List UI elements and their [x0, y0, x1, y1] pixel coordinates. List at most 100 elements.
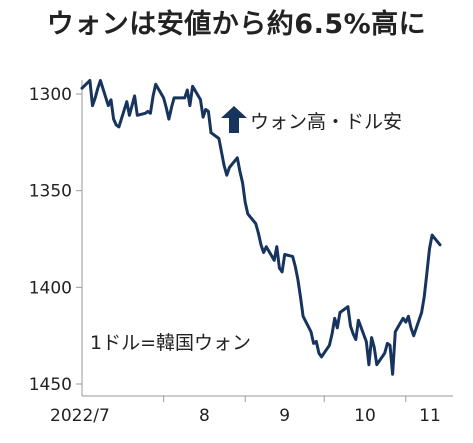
data-point [222, 164, 226, 167]
data-point [201, 116, 205, 119]
data-point [391, 373, 394, 376]
data-point [225, 174, 228, 177]
data-point [370, 336, 373, 339]
data-point [375, 363, 378, 366]
data-point [207, 110, 210, 113]
data-point [333, 317, 336, 320]
x-tick-label: 9 [279, 406, 290, 426]
data-point [199, 98, 202, 102]
data-point [130, 104, 134, 107]
data-point [404, 320, 407, 324]
data-point [394, 330, 397, 333]
data-point [112, 117, 115, 121]
data-point [309, 330, 313, 333]
data-point [373, 346, 376, 349]
data-point [125, 100, 128, 103]
y-axis: 1300 1350 1400 1450 [29, 80, 83, 396]
data-point [351, 332, 355, 335]
data-point [291, 255, 294, 258]
data-point [167, 117, 171, 121]
data-point [388, 344, 392, 347]
data-point [294, 264, 297, 268]
data-point [383, 351, 386, 355]
y-tick-label: 1300 [29, 85, 72, 105]
x-tick-label: 10 [354, 406, 376, 426]
y-tick-label: 1400 [29, 278, 72, 298]
data-point [430, 233, 434, 237]
data-point [80, 87, 84, 90]
data-point [280, 270, 284, 274]
data-point [154, 83, 157, 86]
data-point [296, 278, 300, 281]
data-point [128, 114, 131, 117]
data-point [246, 212, 249, 216]
y-tick-label: 1450 [29, 375, 72, 395]
data-point [409, 326, 413, 330]
data-point [144, 112, 147, 115]
data-point [275, 245, 278, 248]
x-tick-label: 11 [419, 406, 441, 426]
data-point [365, 340, 368, 343]
data-point [188, 104, 192, 107]
data-point [412, 334, 415, 337]
data-point [238, 170, 242, 173]
data-point [278, 266, 281, 270]
data-point [428, 247, 431, 250]
data-point [423, 295, 426, 299]
data-point [259, 243, 263, 246]
data-point [183, 96, 186, 100]
data-point [146, 110, 149, 113]
data-point [315, 340, 318, 343]
data-point [109, 98, 113, 102]
data-point [336, 326, 339, 330]
data-point [265, 245, 268, 248]
data-point [320, 355, 323, 359]
data-point [438, 243, 442, 246]
data-point [209, 131, 213, 134]
data-point [88, 79, 92, 82]
up-arrow-icon [221, 106, 247, 133]
data-point [420, 311, 423, 314]
data-point [228, 166, 231, 169]
data-point [172, 96, 176, 100]
data-point [151, 94, 155, 98]
data-point [91, 104, 94, 107]
chart-title: ウォンは安値から約6.5%高に [46, 9, 427, 40]
data-point [217, 137, 221, 140]
series-points [80, 79, 442, 376]
data-point [136, 114, 139, 117]
data-point [115, 123, 118, 127]
x-tick-label: 8 [199, 406, 210, 426]
data-point [244, 201, 247, 204]
y-tick-label: 1350 [29, 182, 72, 202]
data-point [283, 253, 286, 256]
data-point [204, 108, 207, 111]
x-tick-label: 2022/7 [50, 406, 110, 426]
data-point [94, 96, 97, 100]
data-point [117, 125, 121, 129]
data-point [338, 311, 342, 314]
data-point [330, 332, 334, 335]
data-point [191, 85, 194, 88]
data-point [165, 106, 168, 109]
data-point [312, 342, 315, 345]
data-point [401, 317, 405, 320]
data-point [354, 338, 357, 341]
data-point [96, 87, 100, 90]
arrow-annotation-label: ウォン高・ドル安 [250, 111, 402, 133]
data-point [133, 94, 136, 98]
data-point [241, 181, 244, 185]
data-point [170, 106, 173, 109]
data-point [301, 315, 305, 318]
data-point [186, 88, 189, 92]
annotation-arrow-group: ウォン高・ドル安 [221, 106, 402, 133]
data-point [407, 315, 410, 318]
data-point [257, 232, 260, 235]
data-point [425, 272, 428, 275]
data-point [367, 363, 371, 366]
data-point [149, 112, 152, 115]
unit-annotation-label: 1ドル=韓国ウォン [90, 332, 251, 354]
data-point [273, 259, 276, 262]
data-point [386, 342, 389, 345]
